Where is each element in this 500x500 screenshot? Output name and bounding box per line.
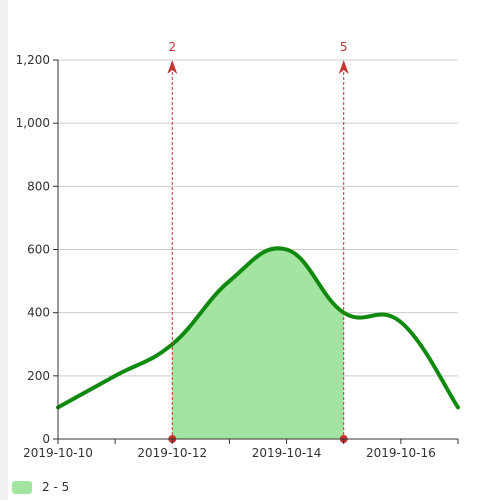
x-ticks: 2019-10-10 2019-10-12 2019-10-14 2019-10-16 bbox=[23, 439, 459, 460]
x-tick-label: 2019-10-10 bbox=[23, 446, 93, 460]
legend-label: 2 - 5 bbox=[42, 480, 70, 494]
y-tick-label: 400 bbox=[27, 306, 50, 320]
y-tick-label: 600 bbox=[27, 243, 50, 257]
highlight-area bbox=[172, 248, 344, 439]
y-tick-label: 800 bbox=[27, 179, 50, 193]
marker-arrow bbox=[167, 60, 178, 74]
legend[interactable]: 2 - 5 bbox=[12, 479, 69, 495]
x-tick-label: 2019-10-12 bbox=[137, 446, 207, 460]
marker-arrow bbox=[338, 60, 349, 74]
series-line bbox=[56, 246, 460, 410]
x-tick-label: 2019-10-16 bbox=[366, 446, 436, 460]
y-tick-label: 1,000 bbox=[16, 116, 50, 130]
y-ticks: 0 200 400 600 800 1,000 1,200 bbox=[16, 53, 58, 446]
y-tick-label: 0 bbox=[42, 432, 50, 446]
marker-label: 2 bbox=[168, 40, 176, 54]
marker-label: 5 bbox=[340, 40, 348, 54]
left-edge-strip bbox=[0, 0, 8, 500]
x-tick-label: 2019-10-14 bbox=[252, 446, 322, 460]
y-tick-label: 200 bbox=[27, 369, 50, 383]
y-tick-label: 1,200 bbox=[16, 53, 50, 67]
grid-lines bbox=[58, 59, 458, 377]
legend-swatch bbox=[12, 480, 32, 494]
